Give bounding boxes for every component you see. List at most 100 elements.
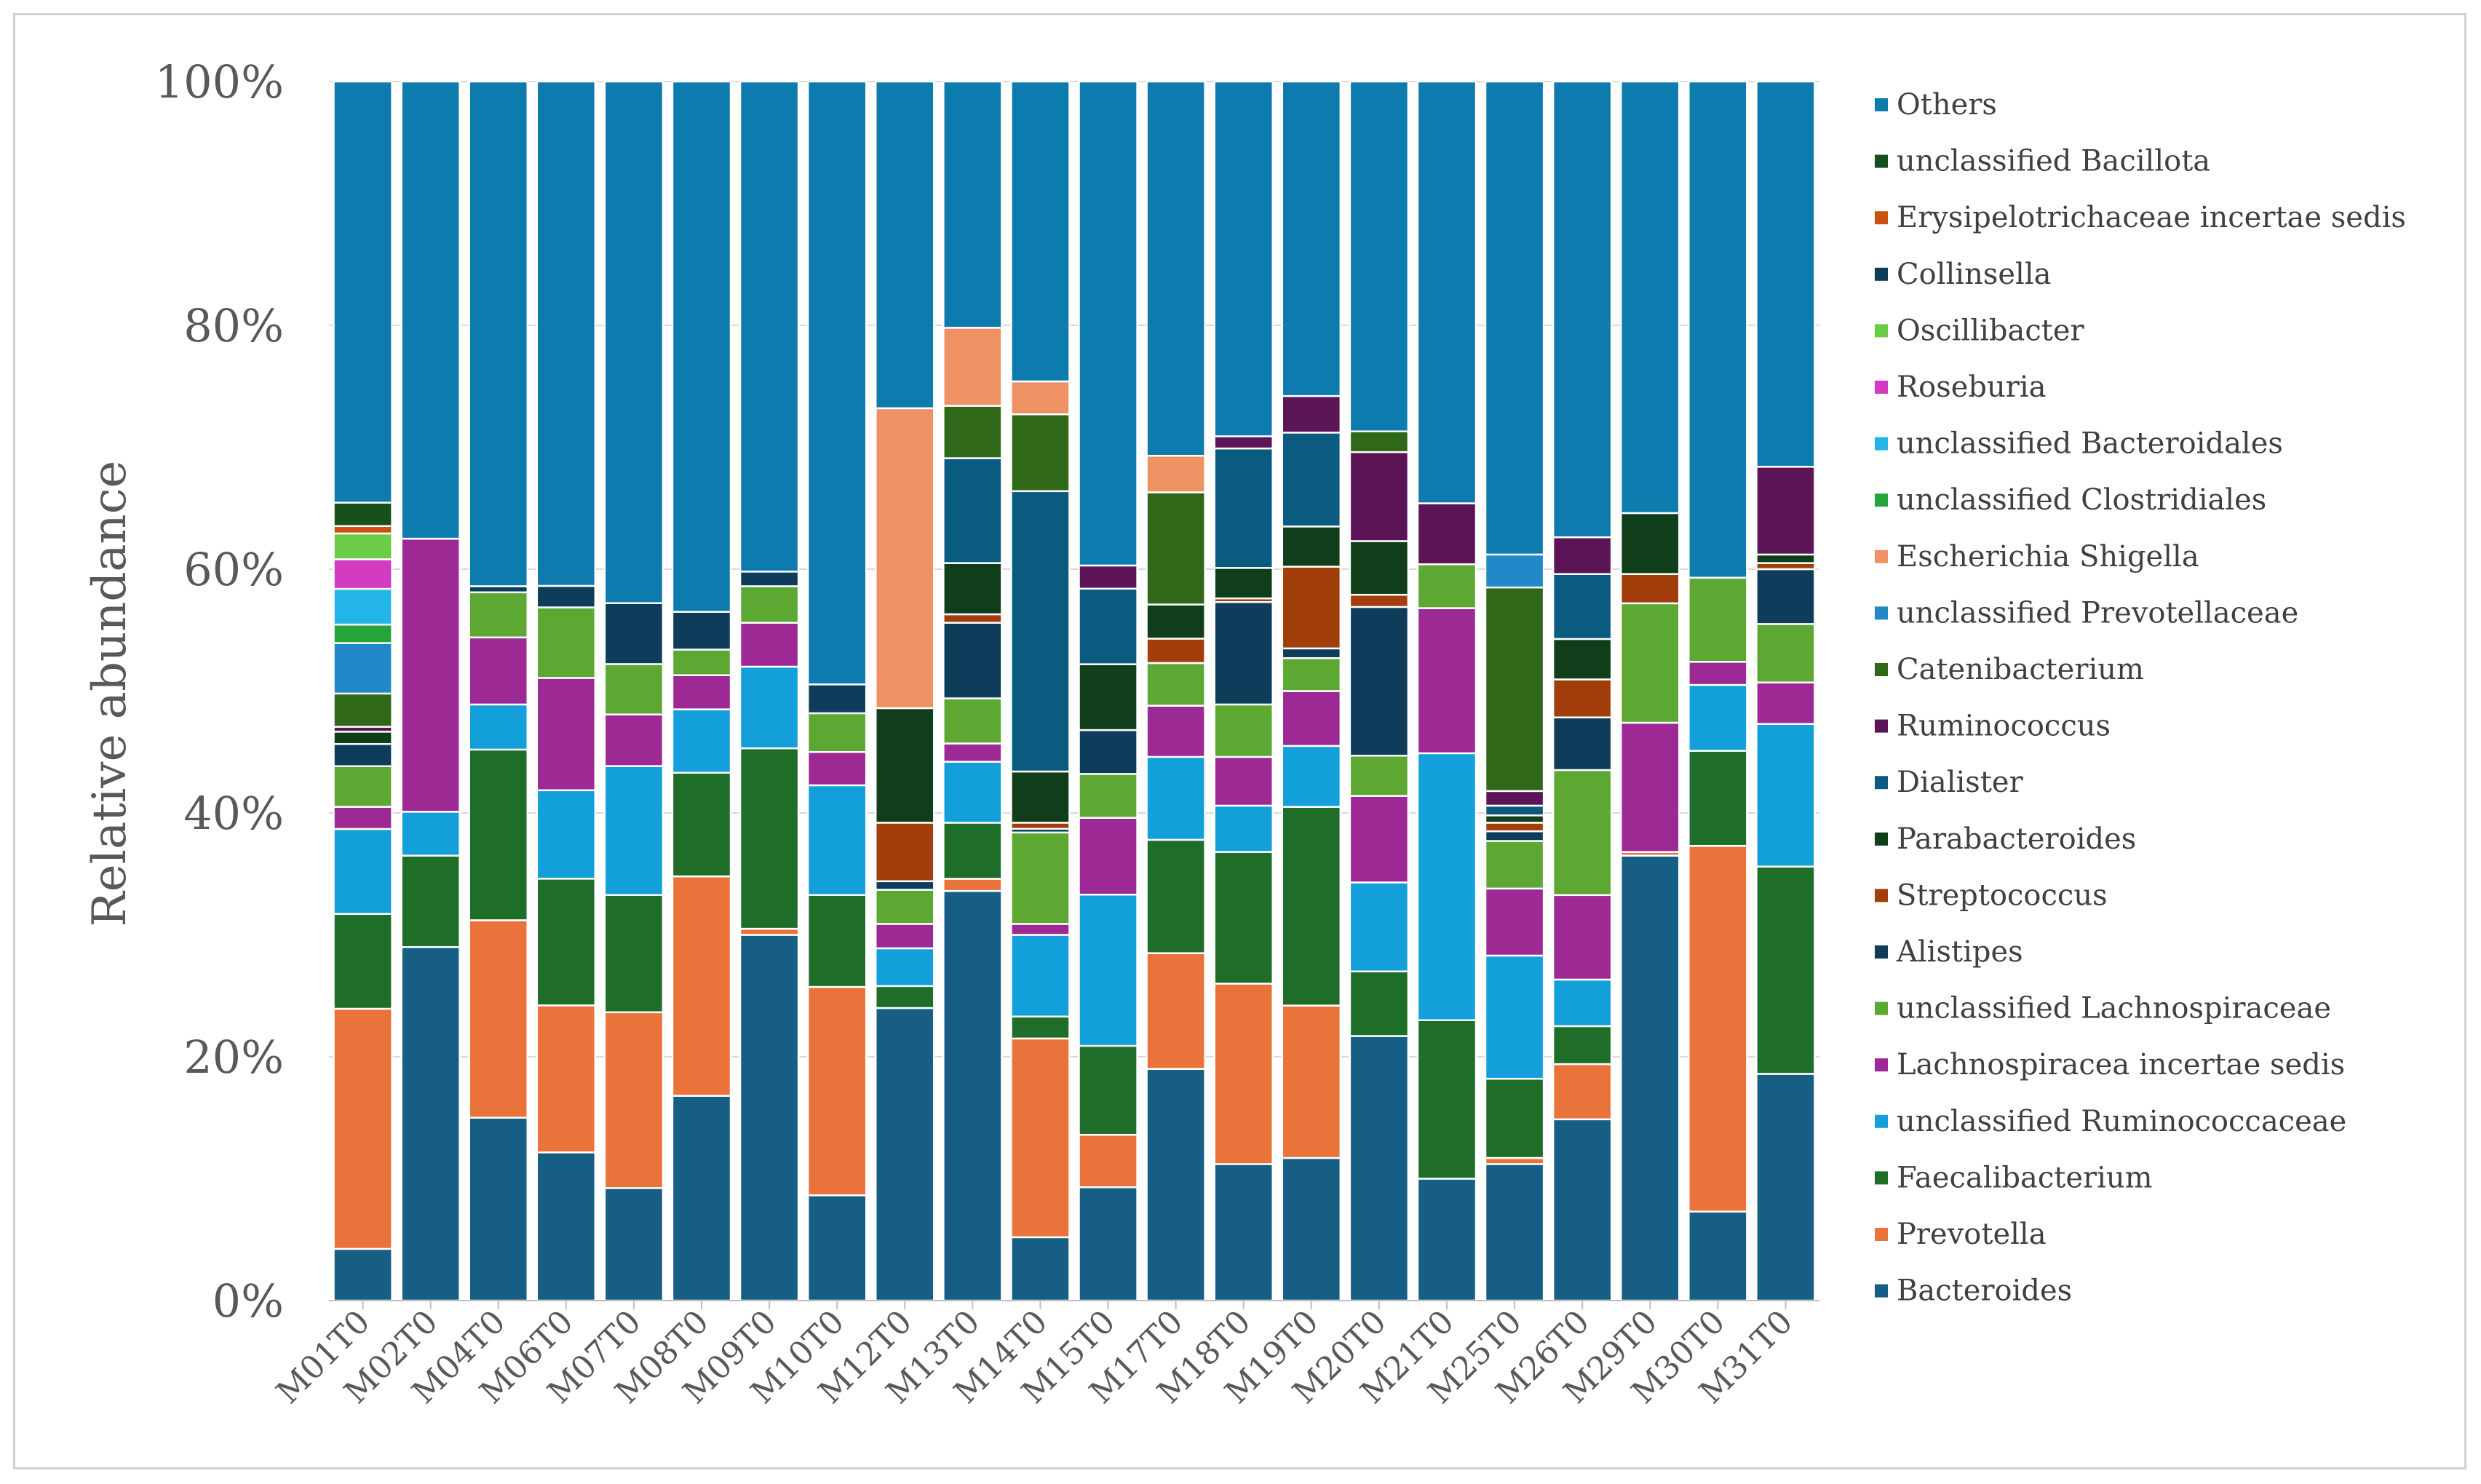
bar-segment [1552,80,1613,539]
bar-segment [874,822,935,883]
bar-segment [333,828,393,915]
bar-stack [1688,80,1748,1302]
bar-segment [942,889,1003,1302]
legend-label: Lachnospiracea incertae sedis [1897,1048,2345,1082]
bar-segment [671,771,732,878]
bar-segment [333,765,393,808]
bar-segment [1146,491,1206,606]
bar-segment [1688,576,1748,663]
bar-stack [1213,80,1274,1302]
bar-segment [1281,566,1342,650]
bar-stack [1078,80,1138,1302]
bar-segment [671,1095,732,1302]
bar-segment [1281,1156,1342,1302]
legend-swatch [1875,549,1888,563]
bar-segment [1755,723,1816,868]
bar-segment [1755,865,1816,1075]
bar-segment [1281,745,1342,808]
bar-segment [400,537,461,813]
bar-segment [942,327,1003,407]
bar-segment [942,697,1003,745]
legend-label: Prevotella [1897,1218,2047,1251]
legend-label: Parabacteroides [1897,822,2136,856]
bar-segment [1416,607,1477,755]
legend-swatch [1875,832,1888,846]
bar-segment [1552,716,1613,771]
bar-segment [1146,755,1206,841]
bar-segment [1078,587,1138,665]
bar-segment [806,784,868,896]
bar-segment [739,934,800,1302]
bar-segment [1349,606,1410,757]
legend-item: unclassified Bacillota [1875,145,2210,178]
legend-label: unclassified Lachnospiraceae [1897,992,2331,1025]
bar-segment [1349,451,1410,542]
legend-label: Bacteroides [1897,1274,2072,1308]
y-tick-label: 40% [183,787,284,840]
legend: Others unclassified Bacillota Erysipelotri… [1875,88,2406,1308]
bar-segment [603,80,664,604]
legend-item: Roseburia [1875,370,2047,404]
bar-segment [1010,380,1071,416]
bar-segment [333,501,393,528]
bar-segment [333,623,393,644]
legend-swatch [1875,437,1888,451]
bar-stack [806,80,868,1302]
bar-segment [1755,623,1816,684]
bar-segment [1552,638,1613,681]
bar-segment [1010,1236,1071,1302]
bar-segment [1755,681,1816,725]
legend-swatch [1875,267,1888,281]
bar-segment [536,677,597,792]
legend-label: Faecalibacterium [1897,1161,2153,1194]
legend-item: Faecalibacterium [1875,1161,2153,1194]
bar-segment [1146,952,1206,1070]
legend-item: Bacteroides [1875,1274,2072,1308]
bar-segment [1349,593,1410,608]
bar-stack [603,80,664,1302]
bar-segment [1619,80,1680,515]
bar-segment [942,761,1003,824]
legend-swatch [1875,663,1888,676]
y-tick-label: 0% [213,1274,284,1328]
bar-segment [333,525,393,535]
bar-segment [671,80,732,613]
bar-segment [671,648,732,676]
bar-segment [1281,525,1342,568]
legend-item: Catenibacterium [1875,653,2144,686]
bar-segment [942,457,1003,564]
legend-item: Streptococcus [1875,878,2108,912]
bar-segment [1755,568,1816,625]
bar-segment [942,742,1003,763]
bar-stack [536,80,597,1302]
bar-segment [1010,80,1071,383]
legend-item: unclassified Clostridiales [1875,483,2266,517]
bar-segment [400,946,461,1302]
bar-segment [536,606,597,679]
legend-label: unclassified Bacillota [1897,145,2210,178]
bar-segment [739,747,800,930]
bar-segment [874,1007,935,1302]
bar-stack [671,80,732,1302]
bar-segment [333,587,393,626]
bar-segment [671,674,732,710]
bar-segment [1281,1004,1342,1159]
bar-segment [468,80,529,587]
bar-segment [1349,540,1410,596]
bar-segment [1078,729,1138,775]
legend-swatch [1875,154,1888,168]
bar-segment [1213,983,1274,1165]
bar-segment [468,748,529,921]
bar-stack [739,80,800,1302]
bar-segment [468,585,529,594]
bar-segment [1416,80,1477,504]
legend-item: Prevotella [1875,1218,2047,1251]
bar-segment [1146,1068,1206,1302]
bar-segment [1484,586,1545,793]
bar-stack [468,80,529,1302]
bar-stack [1010,80,1071,1302]
bar-segment [806,1194,868,1302]
bar-segment [603,663,664,715]
bar-segment [1010,413,1071,493]
